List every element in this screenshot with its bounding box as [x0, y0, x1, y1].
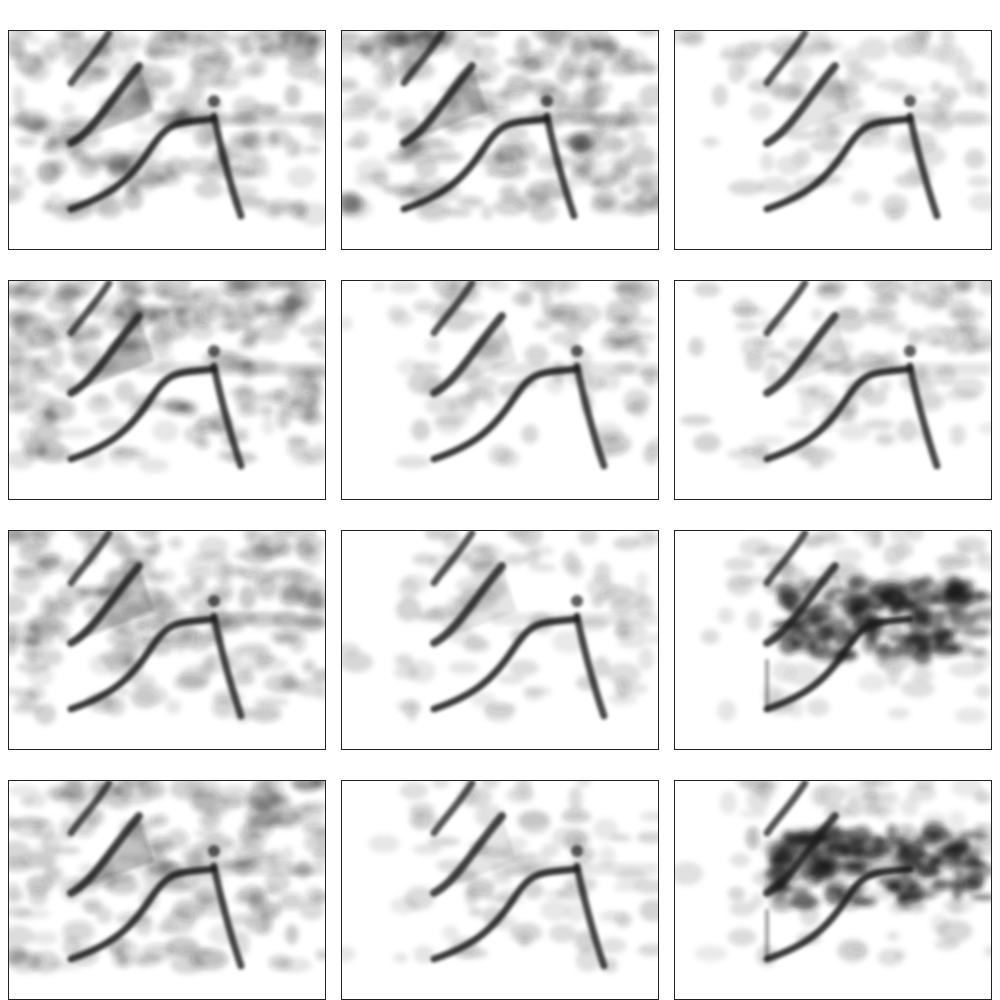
call-contours	[67, 781, 245, 970]
noise-texture	[679, 281, 991, 470]
spectrogram-image	[342, 31, 658, 223]
harmonic-band	[492, 613, 658, 625]
spectrogram-image	[675, 31, 991, 222]
spectrogram-panel-11	[341, 780, 659, 1000]
noise-texture	[342, 781, 658, 973]
spectrogram-image	[679, 281, 991, 470]
noise-texture	[342, 531, 658, 722]
harmonic-band	[159, 863, 325, 875]
spectrogram-image	[9, 781, 325, 974]
harmonic-band	[159, 113, 325, 125]
spectrogram-panel-3	[674, 30, 992, 250]
spectrogram-panel-5	[341, 280, 659, 500]
spectrogram-image	[700, 531, 991, 724]
spectrogram-panel-4	[8, 280, 326, 500]
spectrogram-image	[342, 531, 658, 722]
spectrogram-panel-1	[8, 30, 326, 250]
call-contours	[763, 781, 914, 963]
call-contours	[67, 31, 245, 220]
harmonic-band	[825, 863, 991, 875]
harmonic-band	[159, 613, 325, 625]
spectrogram-image	[9, 281, 325, 473]
spectrogram-panel-6	[674, 280, 992, 500]
harmonic-band	[492, 363, 658, 375]
spectrogram-panel-2	[341, 30, 659, 250]
noise-texture	[9, 781, 325, 974]
harmonic-band	[825, 113, 991, 125]
spectrogram-image	[342, 281, 658, 470]
harmonic-band	[825, 363, 991, 375]
spectrogram-panel-9	[674, 530, 992, 750]
harmonic-band	[825, 613, 991, 625]
harmonic-band	[492, 113, 658, 125]
spectrogram-panel-8	[341, 530, 659, 750]
spectrogram-image	[675, 781, 991, 967]
noise-texture	[675, 31, 991, 222]
harmonic-band	[492, 863, 658, 875]
spectrogram-image	[342, 781, 658, 973]
spectrogram-panel-12	[674, 780, 992, 1000]
spectrogram-panel-7	[8, 530, 326, 750]
spectrogram-image	[9, 31, 325, 227]
spectrogram-panel-10	[8, 780, 326, 1000]
spectrogram-image	[9, 531, 325, 725]
harmonic-band	[159, 363, 325, 375]
